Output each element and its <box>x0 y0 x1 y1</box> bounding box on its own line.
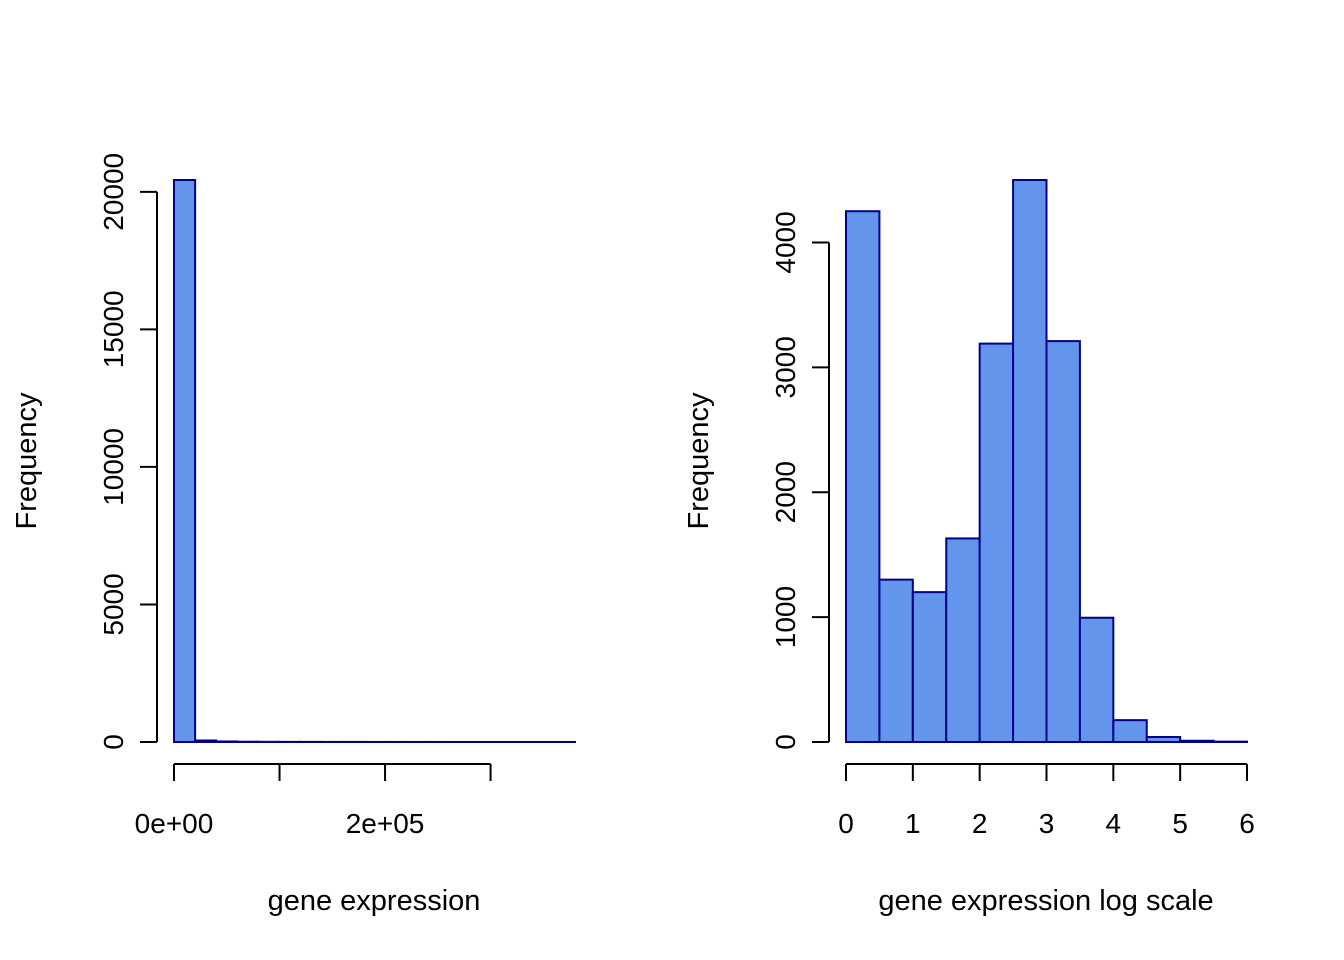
histogram-bar <box>173 179 197 743</box>
bars <box>173 179 576 744</box>
y-tick-label: 3000 <box>770 336 801 398</box>
y-axis: 0 1000 2000 3000 4000 <box>770 211 830 750</box>
y-tick-label: 10000 <box>98 428 129 506</box>
x-tick-label: 0 <box>838 808 854 839</box>
histogram-bar <box>1179 739 1215 743</box>
x-axis: 0e+00 2e+05 <box>135 763 492 839</box>
histogram-bar <box>1012 179 1048 743</box>
histogram-bar <box>215 740 239 744</box>
y-tick-label: 2000 <box>770 461 801 523</box>
bars <box>845 179 1249 744</box>
x-tick-label: 0e+00 <box>135 808 214 839</box>
x-tick-label: 3 <box>1039 808 1055 839</box>
y-tick-label: 4000 <box>770 211 801 273</box>
histogram-gene-expression-log-scale: 0 1000 2000 3000 4000 0 1 2 3 4 5 6 gene expressio… <box>683 179 1255 917</box>
histogram-bar <box>1078 616 1115 743</box>
y-axis: 0 5000 10000 15000 20000 <box>98 153 158 750</box>
histogram-bar <box>945 537 981 743</box>
y-axis-title: Frequency <box>11 392 43 530</box>
x-axis: 0 1 2 3 4 5 6 <box>838 763 1255 839</box>
histogram-bar <box>911 591 948 744</box>
histogram-bar <box>878 578 914 744</box>
y-axis-title: Frequency <box>683 392 715 530</box>
histogram-bar <box>1112 719 1148 744</box>
y-tick-label: 20000 <box>98 153 129 231</box>
y-tick-label: 5000 <box>98 573 129 635</box>
x-tick-label: 6 <box>1239 808 1255 839</box>
histogram-gene-expression: 0 5000 10000 15000 20000 0e+00 2e+05 gene exp… <box>11 153 576 917</box>
x-axis-title: gene expression log scale <box>878 885 1213 917</box>
y-tick-label: 0 <box>770 734 801 750</box>
y-tick-label: 0 <box>98 734 129 750</box>
x-tick-label: 2e+05 <box>346 808 425 839</box>
histogram-bar <box>1145 736 1182 744</box>
y-tick-label: 1000 <box>770 586 801 648</box>
x-tick-label: 4 <box>1106 808 1122 839</box>
y-tick-label: 15000 <box>98 290 129 368</box>
histogram-bar <box>194 739 218 743</box>
x-axis-title: gene expression <box>268 885 481 917</box>
histogram-bar <box>1045 340 1081 743</box>
x-tick-label: 5 <box>1172 808 1188 839</box>
histogram-bar <box>845 210 881 743</box>
x-tick-label: 2 <box>972 808 988 839</box>
x-tick-label: 1 <box>905 808 921 839</box>
histogram-bar <box>978 342 1015 743</box>
